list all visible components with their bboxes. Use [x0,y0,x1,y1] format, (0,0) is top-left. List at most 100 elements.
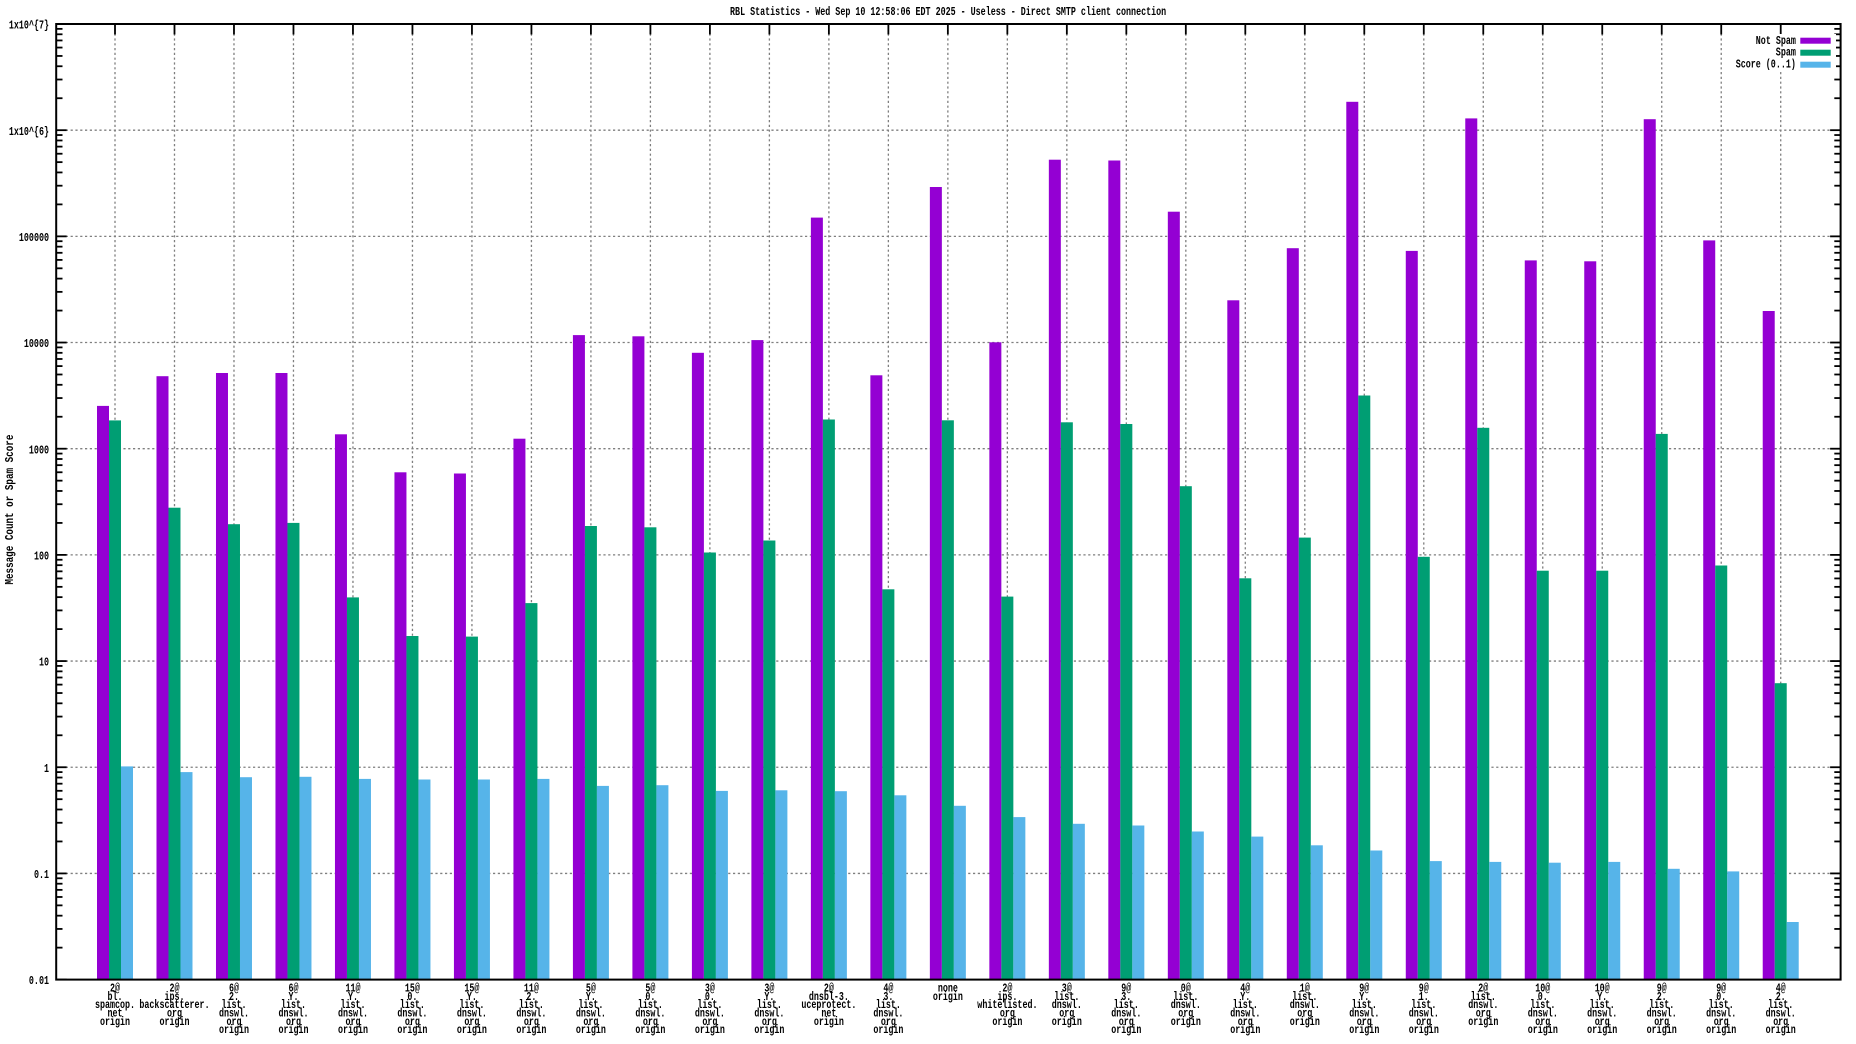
svg-text:Y.: Y. [467,991,477,1004]
svg-text:Y.: Y. [1240,991,1250,1004]
svg-text:list.: list. [340,999,365,1012]
svg-text:org: org [524,1016,539,1029]
svg-text:origin: origin [1290,1016,1320,1029]
svg-text:0.: 0. [1538,991,1548,1004]
svg-text:3.: 3. [1121,991,1131,1004]
svg-text:list.: list. [638,999,663,1012]
svg-text:0.: 0. [1716,991,1726,1004]
svg-text:origin: origin [1528,1024,1558,1037]
svg-text:dnswl.: dnswl. [576,1008,606,1021]
svg-text:org: org [1535,1016,1550,1029]
svg-text:list.: list. [697,999,722,1012]
svg-text:Score (0..1): Score (0..1) [1736,59,1796,72]
svg-text:dnswl.: dnswl. [1409,1008,1439,1021]
svg-text:list.: list. [459,999,484,1012]
svg-text:5@: 5@ [586,983,596,996]
svg-text:org: org [1059,1008,1074,1021]
svg-text:dnswl.: dnswl. [457,1008,487,1021]
svg-text:0.: 0. [407,991,417,1004]
svg-text:Y.: Y. [1597,991,1607,1004]
svg-text:org: org [1357,1016,1372,1029]
svg-text:2@: 2@ [1478,983,1488,996]
svg-text:2@: 2@ [110,983,120,996]
svg-text:org: org [643,1016,658,1029]
svg-text:dnswl.: dnswl. [338,1008,368,1021]
svg-text:Message Count or Spam Score: Message Count or Spam Score [4,435,17,585]
svg-text:6@: 6@ [289,983,299,996]
svg-text:dnswl.: dnswl. [1230,1008,1260,1021]
svg-text:origin: origin [992,1016,1022,1029]
svg-text:RBL Statistics - Wed Sep 10 12: RBL Statistics - Wed Sep 10 12:58:06 EDT… [730,6,1166,19]
svg-text:bl.: bl. [108,991,123,1004]
svg-text:origin: origin [1766,1024,1796,1037]
svg-text:3.: 3. [883,991,893,1004]
svg-text:backscatterer.: backscatterer. [139,999,209,1012]
svg-text:org: org [583,1016,598,1029]
svg-text:1: 1 [44,763,49,776]
svg-text:org: org [405,1016,420,1029]
svg-text:2.: 2. [1657,991,1667,1004]
svg-text:3@: 3@ [1062,983,1072,996]
svg-text:org: org [1416,1016,1431,1029]
svg-text:0.: 0. [645,991,655,1004]
svg-text:100000: 100000 [19,232,49,245]
svg-text:1@: 1@ [1300,983,1310,996]
svg-text:2.: 2. [229,991,239,1004]
svg-text:list.: list. [519,999,544,1012]
svg-text:dnswl.: dnswl. [1587,1008,1617,1021]
svg-text:org: org [702,1016,717,1029]
svg-text:origin: origin [278,1024,308,1037]
svg-text:Y.: Y. [1359,991,1369,1004]
svg-text:15@: 15@ [405,983,420,996]
svg-text:3@: 3@ [705,983,715,996]
svg-text:9@: 9@ [1359,983,1369,996]
svg-text:9@: 9@ [1121,983,1131,996]
svg-text:net: net [821,1008,836,1021]
svg-text:list.: list. [1530,999,1555,1012]
svg-text:15@: 15@ [464,983,479,996]
svg-text:list.: list. [1649,999,1674,1012]
svg-text:org: org [1238,1016,1253,1029]
svg-text:2.: 2. [1776,991,1786,1004]
svg-text:0@: 0@ [1181,983,1191,996]
svg-text:list.: list. [1054,991,1079,1004]
svg-text:org: org [286,1016,301,1029]
svg-text:origin: origin [516,1024,546,1037]
svg-text:list.: list. [1292,991,1317,1004]
svg-text:10@: 10@ [1595,983,1610,996]
svg-text:list.: list. [757,999,782,1012]
svg-text:origin: origin [159,1016,189,1029]
svg-text:origin: origin [1052,1016,1082,1029]
svg-text:org: org [346,1016,361,1029]
svg-text:list.: list. [1173,991,1198,1004]
svg-text:4@: 4@ [883,983,893,996]
svg-text:11@: 11@ [524,983,539,996]
svg-text:org: org [227,1016,242,1029]
svg-text:9@: 9@ [1419,983,1429,996]
svg-text:0.: 0. [705,991,715,1004]
svg-text:list.: list. [400,999,425,1012]
svg-text:org: org [1476,1008,1491,1021]
svg-text:list.: list. [1352,999,1377,1012]
svg-text:100: 100 [34,551,49,564]
svg-text:origin: origin [1230,1024,1260,1037]
svg-text:uceprotect.: uceprotect. [801,999,856,1012]
svg-text:1000: 1000 [29,444,49,457]
svg-text:dnswl.: dnswl. [873,1008,903,1021]
svg-text:org: org [1297,1008,1312,1021]
svg-text:origin: origin [457,1024,487,1037]
svg-text:Y.: Y. [289,991,299,1004]
svg-text:dnswl.: dnswl. [1052,999,1082,1012]
svg-text:org: org [464,1016,479,1029]
svg-text:4@: 4@ [1776,983,1786,996]
svg-text:0.01: 0.01 [29,975,49,988]
svg-text:list.: list. [578,999,603,1012]
svg-text:dnswl.: dnswl. [397,1008,427,1021]
svg-text:list.: list. [1114,999,1139,1012]
svg-text:list.: list. [876,999,901,1012]
svg-text:origin: origin [576,1024,606,1037]
svg-text:list.: list. [1233,999,1258,1012]
svg-text:origin: origin [933,991,963,1004]
svg-text:9@: 9@ [1716,983,1726,996]
svg-text:Not Spam: Not Spam [1756,35,1796,48]
